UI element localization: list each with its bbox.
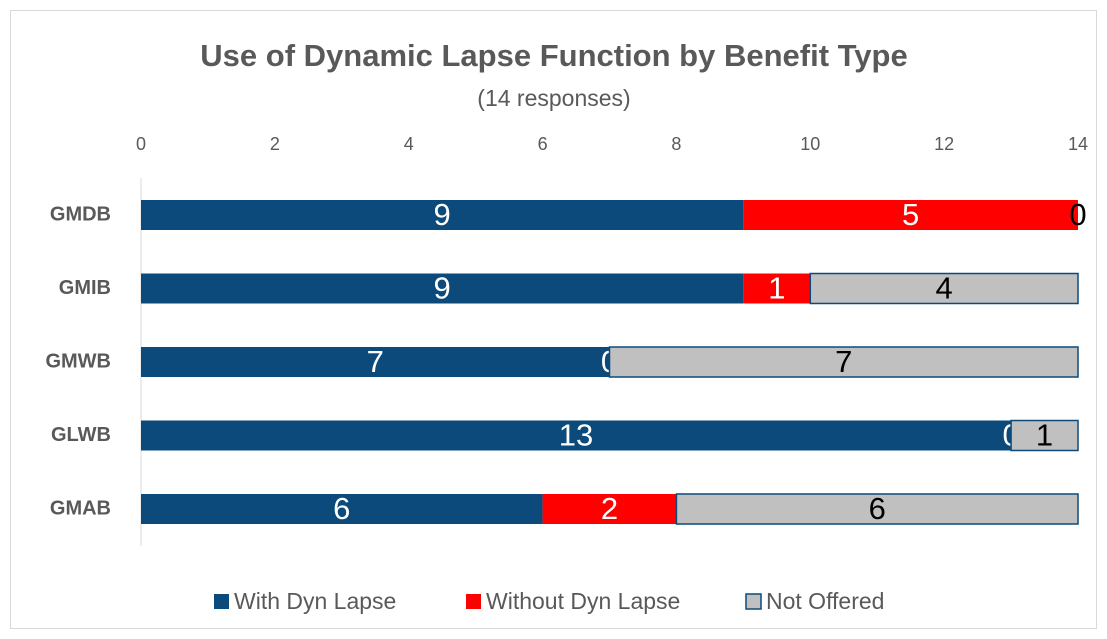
data-label: 7 [835, 344, 852, 379]
bar-segment [1010, 419, 1079, 452]
x-tick-label: 8 [671, 134, 681, 154]
data-label: 1 [1036, 418, 1053, 453]
x-tick-label: 12 [934, 134, 954, 154]
y-tick-label: GMDB [50, 203, 111, 225]
bar-segment [809, 272, 1079, 305]
chart-title: Use of Dynamic Lapse Function by Benefit… [200, 38, 907, 73]
bar-segment [141, 273, 744, 304]
legend-swatch [745, 593, 762, 610]
x-tick-label: 2 [270, 134, 280, 154]
chart-border [10, 10, 1097, 629]
data-label: 7 [367, 344, 384, 379]
data-label: 9 [434, 271, 451, 306]
legend-label: Without Dyn Lapse [486, 588, 680, 614]
bar-segment [743, 273, 811, 304]
legend-swatch [214, 594, 229, 609]
data-label: 4 [936, 271, 953, 306]
x-tick-label: 14 [1068, 134, 1088, 154]
bar-segment [141, 347, 610, 377]
bar-segment [141, 420, 1012, 451]
x-tick-label: 6 [538, 134, 548, 154]
y-tick-label: GMAB [50, 497, 111, 519]
x-tick-label: 4 [404, 134, 414, 154]
x-tick-label: 0 [136, 134, 146, 154]
legend-swatch [466, 594, 481, 609]
y-tick-label: GMWB [45, 350, 111, 372]
bar-segment [542, 494, 677, 524]
bar-segment [141, 494, 543, 524]
bar-segment [743, 200, 1078, 230]
data-label: 5 [902, 197, 919, 232]
y-tick-label: GLWB [51, 424, 111, 446]
data-label: 13 [559, 418, 593, 453]
data-label: 0 [1069, 197, 1086, 232]
legend-label: Not Offered [766, 588, 884, 614]
x-tick-label: 10 [800, 134, 820, 154]
chart-subtitle: (14 responses) [477, 85, 630, 111]
bar-segment [675, 493, 1079, 525]
data-label: 1 [768, 271, 785, 306]
data-label: 6 [333, 491, 350, 526]
bar-segment [608, 346, 1079, 378]
legend-label: With Dyn Lapse [234, 588, 396, 614]
bar-segment [141, 200, 744, 230]
data-label: 2 [601, 491, 618, 526]
y-tick-label: GMIB [59, 277, 111, 299]
data-label: 6 [869, 491, 886, 526]
data-label: 9 [434, 197, 451, 232]
